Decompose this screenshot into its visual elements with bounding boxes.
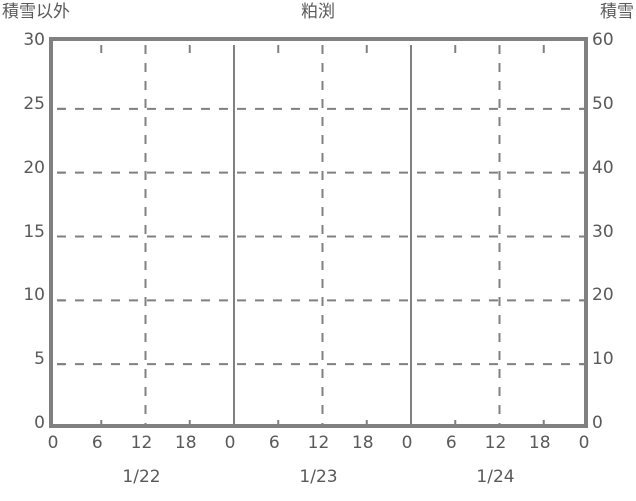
x-day-label: 1/22 — [122, 467, 161, 487]
x-tick-label: 12 — [484, 433, 507, 453]
right-y-tick-label: 10 — [592, 349, 614, 370]
left-y-tick-label: 5 — [34, 349, 45, 370]
x-tick-label: 18 — [351, 433, 374, 453]
plot-gridlines — [57, 45, 588, 428]
right-y-axis-tick-labels: 0 10 20 30 40 50 60 — [592, 32, 636, 432]
x-axis-tick-labels: 0 6 12 18 0 6 12 18 0 6 12 18 0 — [0, 433, 636, 457]
right-y-tick-label: 40 — [592, 157, 614, 178]
x-tick-label: 6 — [91, 433, 103, 453]
left-y-tick-label: 15 — [23, 221, 45, 242]
plot-area — [49, 37, 588, 428]
x-tick-label: 0 — [47, 433, 59, 453]
x-axis-day-labels: 1/22 1/23 1/24 — [0, 466, 636, 492]
right-y-tick-label: 60 — [592, 30, 614, 50]
right-y-tick-label: 30 — [592, 221, 614, 242]
left-y-tick-label: 30 — [23, 30, 45, 50]
right-y-tick-label: 20 — [592, 285, 614, 306]
right-axis-title: 積雪 — [600, 2, 634, 22]
left-y-tick-label: 10 — [23, 285, 45, 306]
left-y-tick-label: 25 — [23, 93, 45, 114]
right-y-tick-label: 50 — [592, 93, 614, 114]
x-tick-label: 12 — [307, 433, 330, 453]
x-tick-label: 0 — [578, 433, 590, 453]
x-tick-label: 0 — [401, 433, 413, 453]
chart-title: 粕渕 — [301, 2, 335, 22]
left-axis-title: 積雪以外 — [2, 2, 70, 22]
x-tick-label: 6 — [445, 433, 457, 453]
left-y-tick-label: 20 — [23, 157, 45, 178]
x-tick-label: 6 — [268, 433, 280, 453]
x-tick-label: 0 — [224, 433, 236, 453]
x-tick-label: 12 — [130, 433, 153, 453]
left-y-axis-tick-labels: 0 5 10 15 20 25 30 — [0, 32, 45, 432]
right-y-tick-label: 0 — [592, 413, 603, 433]
x-day-label: 1/23 — [299, 467, 338, 487]
x-tick-label: 18 — [174, 433, 197, 453]
x-day-label: 1/24 — [476, 467, 515, 487]
x-tick-label: 18 — [528, 433, 551, 453]
left-y-tick-label: 0 — [34, 413, 45, 433]
